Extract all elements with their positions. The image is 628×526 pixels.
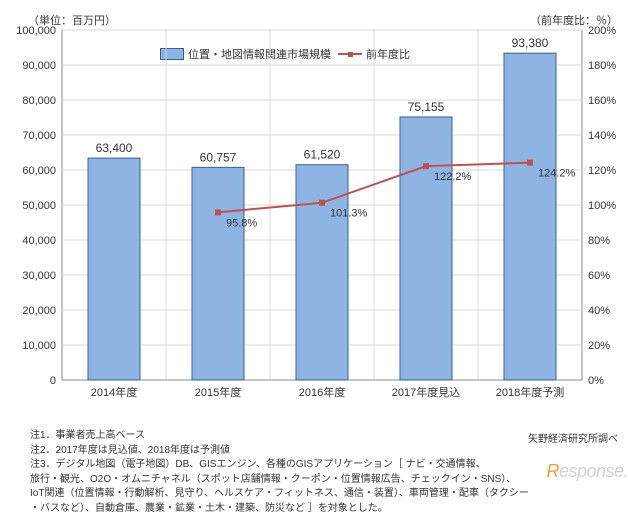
svg-text:120%: 120% — [588, 165, 616, 177]
svg-text:95.8%: 95.8% — [226, 217, 257, 229]
watermark: Response. — [546, 461, 628, 482]
svg-text:75,155: 75,155 — [408, 100, 445, 114]
svg-text:20,000: 20,000 — [22, 305, 56, 317]
svg-text:140%: 140% — [588, 130, 616, 142]
svg-text:63,400: 63,400 — [96, 141, 133, 155]
svg-text:0: 0 — [50, 375, 56, 387]
svg-text:200%: 200% — [588, 25, 616, 37]
svg-text:70,000: 70,000 — [22, 130, 56, 142]
svg-text:90,000: 90,000 — [22, 60, 56, 72]
svg-text:101.3%: 101.3% — [330, 208, 368, 220]
svg-text:160%: 160% — [588, 95, 616, 107]
svg-text:2015年度: 2015年度 — [195, 385, 241, 399]
note-1: 注1．事業者売上高ベース — [30, 429, 529, 444]
svg-text:60,757: 60,757 — [200, 150, 237, 164]
chart-container: （単位：百万円） （前年度比：％） 位置・地図情報関連市場規模 前年度比 010… — [0, 0, 628, 526]
svg-text:93,380: 93,380 — [512, 36, 549, 50]
note-2: 注2．2017年度は見込値、2018年度は予測値 — [30, 444, 529, 459]
svg-text:2014年度: 2014年度 — [91, 385, 137, 399]
note-3a: 注3．デジタル地図（電子地図）DB、GISエンジン、各種のGISアプリケーション… — [30, 458, 529, 473]
svg-text:40,000: 40,000 — [22, 235, 56, 247]
svg-text:30,000: 30,000 — [22, 270, 56, 282]
svg-text:0%: 0% — [588, 375, 604, 387]
svg-text:61,520: 61,520 — [304, 148, 341, 162]
credit: 矢野経済研究所調べ — [528, 430, 618, 445]
svg-text:122.2%: 122.2% — [434, 171, 472, 183]
svg-text:2016年度: 2016年度 — [299, 385, 345, 399]
svg-text:20%: 20% — [588, 340, 610, 352]
svg-text:2017年度見込: 2017年度見込 — [392, 385, 460, 399]
footnotes: 注1．事業者売上高ベース 注2．2017年度は見込値、2018年度は予測値 注3… — [30, 429, 529, 516]
svg-text:80%: 80% — [588, 235, 610, 247]
svg-text:50,000: 50,000 — [22, 200, 56, 212]
note-3d: ・バスなど）、自動倉庫、農業・鉱業・土木・建築、防災など ］を対象とした。 — [30, 502, 529, 517]
svg-text:100,000: 100,000 — [16, 25, 56, 37]
svg-text:2018年度予測: 2018年度予測 — [496, 385, 564, 399]
svg-text:60,000: 60,000 — [22, 165, 56, 177]
svg-text:10,000: 10,000 — [22, 340, 56, 352]
note-3b: 旅行・観光、O2O・オムニチャネル（スポット店舗情報・クーポン・位置情報広告、チ… — [30, 473, 529, 488]
chart-svg: 0 10,000 20,000 30,000 40,000 50,000 60,000 70,… — [0, 0, 628, 420]
svg-text:80,000: 80,000 — [22, 95, 56, 107]
svg-text:40%: 40% — [588, 305, 610, 317]
svg-text:100%: 100% — [588, 200, 616, 212]
note-3c: IoT関連（位置情報・行動解析、見守り、ヘルスケア・フィットネス、通信・装置）、… — [30, 487, 529, 502]
svg-text:180%: 180% — [588, 60, 616, 72]
svg-text:60%: 60% — [588, 270, 610, 282]
svg-text:124.2%: 124.2% — [538, 168, 576, 180]
